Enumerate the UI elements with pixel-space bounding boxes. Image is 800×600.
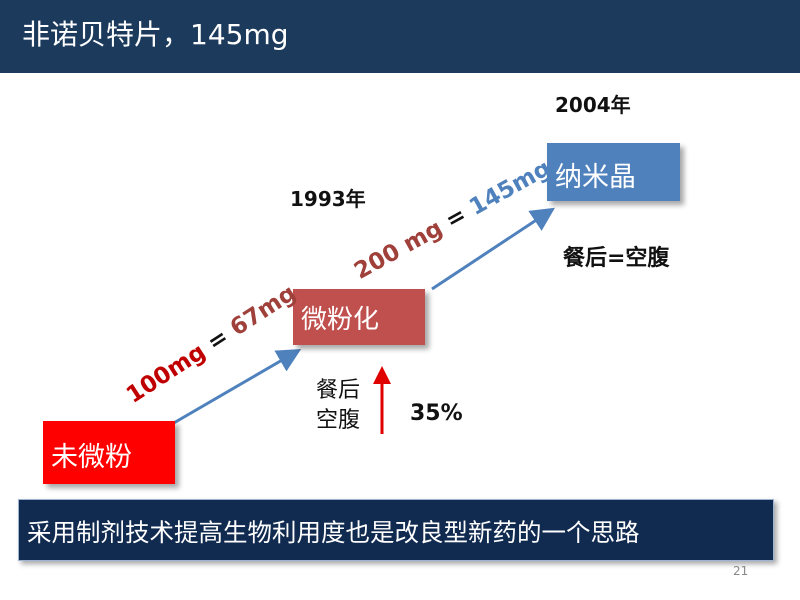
- year-2004-label: 2004年: [555, 93, 631, 117]
- progress-arrow-1: [171, 348, 302, 426]
- micronized-label: 微粉化: [301, 305, 380, 335]
- page-number: 21: [733, 564, 749, 578]
- nanocrystal-label: 纳米晶: [555, 162, 636, 193]
- fed-fasted-label: 餐后 空腹: [316, 376, 360, 436]
- micronized-box: 微粉化: [293, 289, 425, 345]
- percent-increase-label: 35%: [410, 401, 463, 426]
- non-micronized-box: 未微粉: [43, 421, 175, 484]
- conclusion-banner: 采用制剂技术提高生物利用度也是改良型新药的一个思路: [18, 499, 774, 561]
- slide-title: 非诺贝特片，145mg: [22, 18, 289, 51]
- non-micronized-label: 未微粉: [51, 442, 132, 473]
- conclusion-text: 采用制剂技术提高生物利用度也是改良型新药的一个思路: [27, 518, 640, 547]
- nanocrystal-box: 纳米晶: [547, 143, 680, 201]
- fasted-label: 空腹: [316, 408, 361, 433]
- fed-equals-fasted-label: 餐后=空腹: [563, 246, 670, 271]
- year-1993-label: 1993年: [290, 187, 366, 211]
- fed-label: 餐后: [316, 378, 361, 403]
- progress-arrow-2: [431, 207, 556, 291]
- slide-header: 非诺贝特片，145mg: [0, 0, 800, 73]
